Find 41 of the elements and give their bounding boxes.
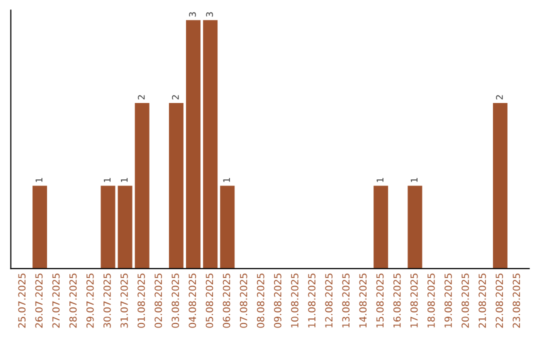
x-tick-label: 14.08.2025: [359, 274, 367, 328]
x-tick-label: 03.08.2025: [172, 274, 180, 328]
x-tick-label: 10.08.2025: [291, 274, 298, 328]
x-tick-label: 18.08.2025: [427, 274, 435, 328]
x-tick-label: 05.08.2025: [206, 274, 214, 328]
data-label: 2: [496, 95, 503, 100]
data-label: 3: [206, 12, 213, 17]
x-tick-label: 25.07.2025: [18, 274, 26, 328]
x-tick-label: 12.08.2025: [325, 274, 333, 328]
data-label: 1: [104, 178, 110, 182]
data-label: 2: [172, 95, 179, 100]
data-label: 1: [120, 178, 128, 182]
x-tick-label: 04.08.2025: [188, 274, 196, 328]
x-tick-label: 06.08.2025: [222, 274, 230, 328]
x-tick-label: 07.08.2025: [240, 274, 248, 328]
x-tick-label: 20.08.2025: [462, 274, 469, 328]
x-tick-label: 30.07.2025: [103, 274, 111, 328]
x-tick-label: 27.07.2025: [52, 274, 60, 328]
x-tick-label: 19.08.2025: [444, 274, 452, 328]
x-tick-label: 28.07.2025: [69, 274, 77, 328]
data-label: 1: [410, 178, 418, 182]
x-tick-label: 31.07.2025: [120, 274, 128, 328]
data-label: 1: [223, 178, 230, 182]
x-tick-label: 22.08.2025: [496, 274, 504, 328]
x-tick-label: 08.08.2025: [256, 274, 264, 328]
x-tick-label: 09.08.2025: [274, 274, 282, 328]
x-tick-label: 21.08.2025: [478, 274, 486, 328]
x-tick-label: 02.08.2025: [154, 274, 162, 328]
data-label: 3: [189, 12, 196, 17]
data-label: 1: [36, 178, 42, 182]
x-tick-label: 23.08.2025: [512, 274, 520, 328]
x-tick-label: 13.08.2025: [342, 274, 350, 328]
x-tick-label: 26.07.2025: [35, 274, 43, 328]
data-label: 2: [138, 95, 145, 100]
x-tick-label: 29.07.2025: [86, 274, 94, 328]
x-tick-label: 17.08.2025: [410, 274, 418, 328]
x-tick-label: 15.08.2025: [376, 274, 384, 328]
data-label: 1: [376, 178, 384, 182]
x-tick-label: 01.08.2025: [138, 274, 145, 328]
x-tick-label: 11.08.2025: [308, 274, 316, 328]
x-tick-label: 16.08.2025: [393, 274, 401, 328]
